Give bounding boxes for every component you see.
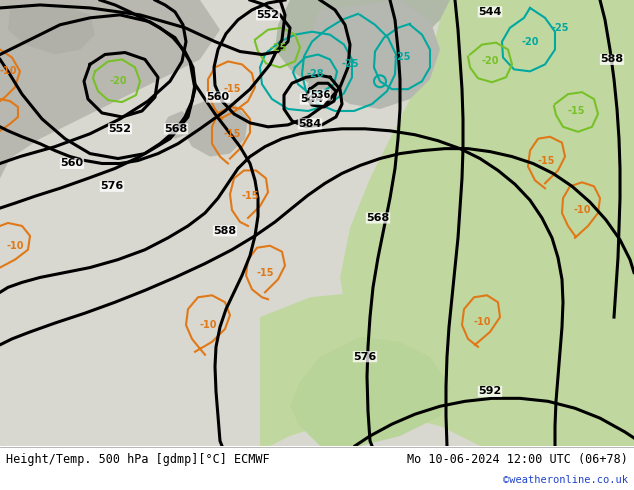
- Text: -10: -10: [6, 241, 23, 251]
- Text: -25: -25: [269, 43, 287, 52]
- Text: Mo 10-06-2024 12:00 UTC (06+78): Mo 10-06-2024 12:00 UTC (06+78): [407, 453, 628, 466]
- Text: -20: -20: [109, 76, 127, 86]
- Text: -15: -15: [223, 84, 241, 94]
- Text: 560: 560: [207, 92, 230, 102]
- Text: 544: 544: [478, 7, 501, 17]
- Polygon shape: [310, 0, 634, 446]
- Polygon shape: [290, 337, 450, 446]
- Text: 576: 576: [353, 352, 377, 362]
- Text: 568: 568: [366, 213, 390, 223]
- Text: 568: 568: [164, 124, 188, 134]
- Text: Height/Temp. 500 hPa [gdmp][°C] ECMWF: Height/Temp. 500 hPa [gdmp][°C] ECMWF: [6, 453, 269, 466]
- Text: -10: -10: [0, 66, 16, 76]
- Text: -15: -15: [223, 129, 241, 139]
- Text: 544: 544: [301, 94, 324, 104]
- Text: -10: -10: [473, 317, 491, 327]
- Text: 560: 560: [60, 158, 84, 169]
- Text: ©weatheronline.co.uk: ©weatheronline.co.uk: [503, 475, 628, 485]
- Text: -25: -25: [341, 59, 359, 70]
- Text: -20: -20: [481, 56, 499, 67]
- Polygon shape: [275, 0, 450, 89]
- Text: -15: -15: [256, 269, 274, 278]
- Polygon shape: [0, 0, 220, 178]
- Text: 552: 552: [108, 124, 131, 134]
- Text: -10: -10: [199, 320, 217, 330]
- Polygon shape: [183, 99, 248, 157]
- Text: 536: 536: [310, 90, 330, 100]
- Text: -15: -15: [537, 155, 555, 166]
- Text: -15: -15: [567, 106, 585, 116]
- Text: 576: 576: [100, 181, 124, 191]
- Text: -28: -28: [306, 69, 324, 79]
- Text: -25: -25: [551, 23, 569, 33]
- Text: 592: 592: [479, 387, 501, 396]
- Text: -20: -20: [521, 37, 539, 47]
- Text: -15: -15: [242, 191, 259, 201]
- Polygon shape: [307, 74, 336, 99]
- Polygon shape: [165, 111, 190, 139]
- Polygon shape: [8, 5, 95, 54]
- Polygon shape: [310, 0, 440, 109]
- Text: 584: 584: [299, 119, 321, 129]
- Text: 588: 588: [214, 226, 236, 236]
- Text: -25: -25: [393, 52, 411, 62]
- Polygon shape: [260, 293, 634, 446]
- Text: 552: 552: [257, 10, 280, 20]
- Text: -10: -10: [573, 205, 591, 215]
- Text: 588: 588: [600, 54, 624, 65]
